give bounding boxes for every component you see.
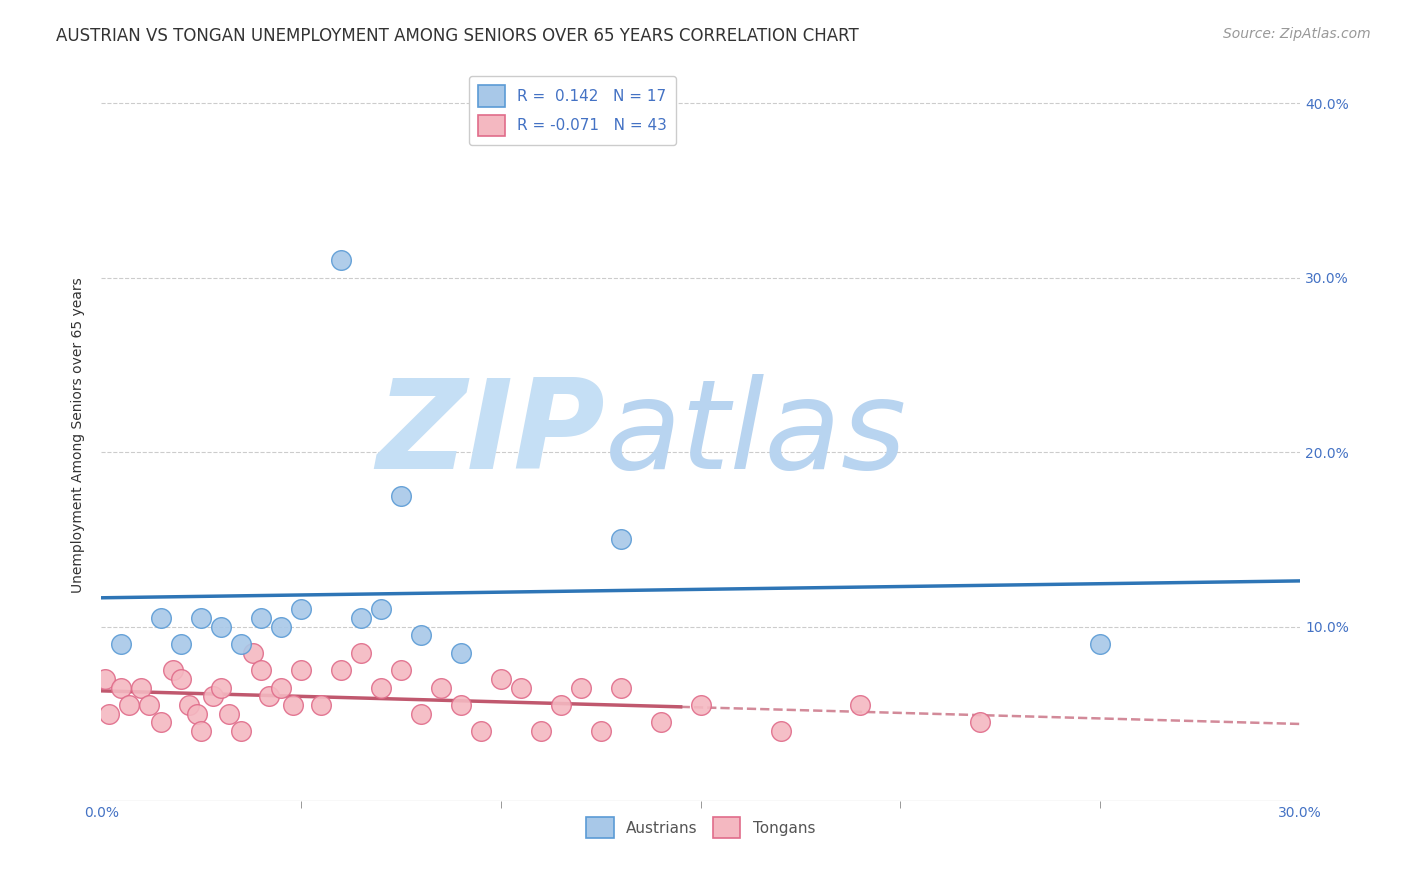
Point: [186, 706, 208, 721]
Point: [330, 253, 353, 268]
Point: [179, 698, 201, 712]
Point: [530, 724, 553, 739]
Point: [489, 672, 512, 686]
Point: [129, 681, 152, 695]
Point: [350, 611, 373, 625]
Point: [229, 637, 252, 651]
Text: atlas: atlas: [605, 375, 907, 495]
Point: [330, 663, 353, 677]
Point: [609, 681, 631, 695]
Point: [270, 619, 292, 633]
Point: [270, 681, 292, 695]
Point: [290, 602, 312, 616]
Point: [150, 611, 173, 625]
Point: [769, 724, 792, 739]
Point: [110, 637, 132, 651]
Point: [190, 611, 212, 625]
Point: [450, 698, 472, 712]
Point: [409, 628, 432, 642]
Point: [609, 533, 631, 547]
Point: [389, 489, 412, 503]
Point: [689, 698, 711, 712]
Text: Source: ZipAtlas.com: Source: ZipAtlas.com: [1223, 27, 1371, 41]
Point: [257, 690, 280, 704]
Point: [118, 698, 141, 712]
Point: [209, 619, 232, 633]
Point: [202, 690, 225, 704]
Point: [209, 681, 232, 695]
Point: [309, 698, 332, 712]
Legend: Austrians, Tongans: Austrians, Tongans: [581, 811, 821, 845]
Point: [98, 706, 121, 721]
Point: [589, 724, 612, 739]
Point: [470, 724, 492, 739]
Point: [170, 637, 193, 651]
Y-axis label: Unemployment Among Seniors over 65 years: Unemployment Among Seniors over 65 years: [72, 277, 86, 592]
Point: [409, 706, 432, 721]
Point: [650, 715, 672, 730]
Point: [290, 663, 312, 677]
Text: ZIP: ZIP: [375, 375, 605, 495]
Point: [242, 646, 264, 660]
Point: [170, 672, 193, 686]
Point: [110, 681, 132, 695]
Point: [94, 672, 117, 686]
Point: [370, 681, 392, 695]
Point: [430, 681, 453, 695]
Point: [218, 706, 240, 721]
Point: [1090, 637, 1112, 651]
Point: [281, 698, 304, 712]
Point: [350, 646, 373, 660]
Point: [389, 663, 412, 677]
Point: [138, 698, 160, 712]
Point: [450, 646, 472, 660]
Point: [370, 602, 392, 616]
Point: [250, 611, 273, 625]
Point: [509, 681, 531, 695]
Point: [969, 715, 991, 730]
Point: [250, 663, 273, 677]
Text: AUSTRIAN VS TONGAN UNEMPLOYMENT AMONG SENIORS OVER 65 YEARS CORRELATION CHART: AUSTRIAN VS TONGAN UNEMPLOYMENT AMONG SE…: [56, 27, 859, 45]
Point: [550, 698, 572, 712]
Point: [150, 715, 173, 730]
Point: [229, 724, 252, 739]
Point: [849, 698, 872, 712]
Point: [190, 724, 212, 739]
Point: [569, 681, 592, 695]
Point: [162, 663, 184, 677]
